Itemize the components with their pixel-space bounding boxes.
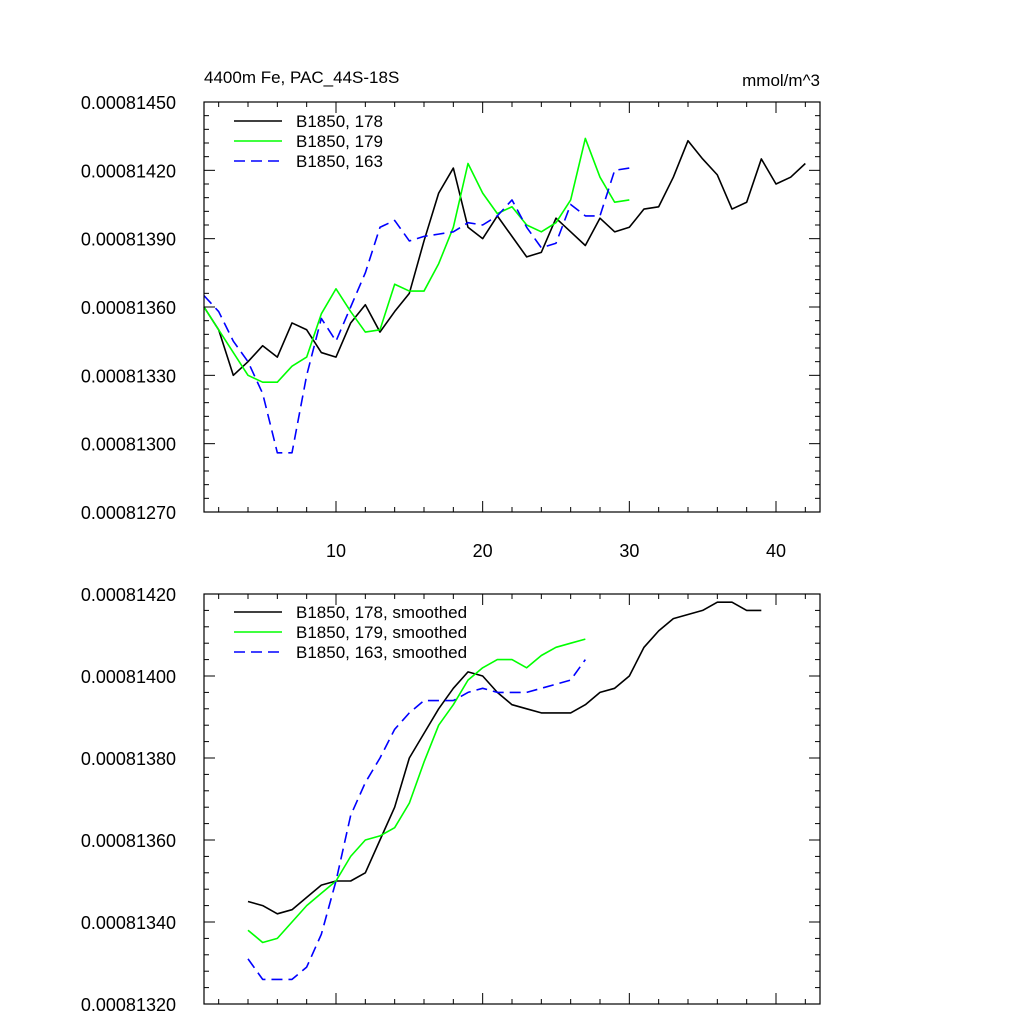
top-panel-series [203, 137, 806, 454]
bottom-panel: 0.00081320 0.00081340 0.00081360 0.00081380… [81, 585, 821, 1015]
top-panel: 4400m Fe, PAC_44S-18S mmol/m^3 10 20 30 40 0… [81, 68, 821, 561]
top-panel-title: 4400m Fe, PAC_44S-18S [204, 68, 399, 87]
y-tick-label: 0.00081420 [81, 161, 176, 181]
x-tick-label: 20 [473, 541, 493, 561]
y-tick-label: 0.00081450 [81, 93, 176, 113]
legend-label-2: B1850, 179, smoothed [296, 623, 467, 642]
bottom-panel-series [247, 601, 762, 981]
series-line-3 [247, 659, 586, 981]
y-tick-label: 0.00081330 [81, 366, 176, 386]
series-line-1 [247, 601, 762, 915]
x-tick-label: 30 [619, 541, 639, 561]
y-tick-label: 0.00081400 [81, 667, 176, 687]
top-panel-units: mmol/m^3 [742, 71, 820, 90]
y-tick-label: 0.00081360 [81, 298, 176, 318]
y-tick-label: 0.00081320 [81, 995, 176, 1015]
legend-label-3: B1850, 163 [296, 152, 383, 171]
y-tick-label: 0.00081380 [81, 749, 176, 769]
series-line-1 [203, 139, 806, 377]
legend-label-2: B1850, 179 [296, 132, 383, 151]
legend-label-1: B1850, 178 [296, 112, 383, 131]
series-line-2 [247, 638, 586, 944]
y-tick-label: 0.00081390 [81, 230, 176, 250]
legend-label-3: B1850, 163, smoothed [296, 643, 467, 662]
y-tick-label: 0.00081300 [81, 435, 176, 455]
y-tick-label: 0.00081360 [81, 831, 176, 851]
y-tick-label: 0.00081420 [81, 585, 176, 605]
top-panel-axes: 10 20 30 40 0.00081270 0.00081300 0.00081330 0.… [81, 93, 821, 561]
y-tick-label: 0.00081270 [81, 503, 176, 523]
series-line-2 [203, 137, 630, 383]
legend-label-1: B1850, 178, smoothed [296, 603, 467, 622]
bottom-panel-axes: 0.00081320 0.00081340 0.00081360 0.00081380… [81, 585, 821, 1015]
x-tick-label: 40 [766, 541, 786, 561]
y-tick-label: 0.00081340 [81, 913, 176, 933]
x-tick-label: 10 [326, 541, 346, 561]
